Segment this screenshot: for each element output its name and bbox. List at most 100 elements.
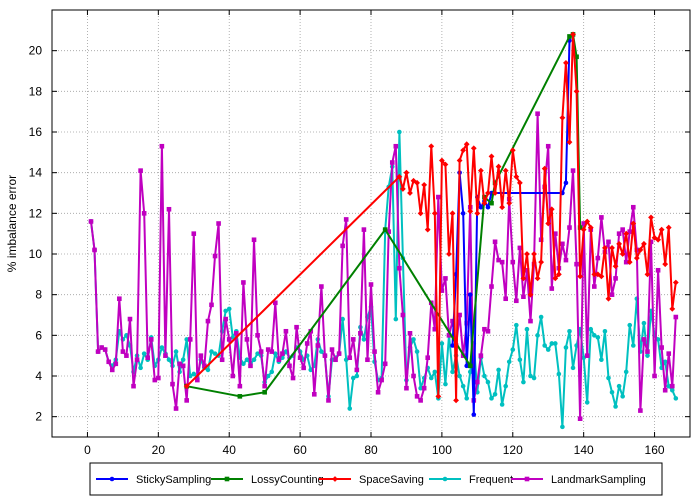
- data-point-spacesaving: [488, 153, 495, 160]
- data-point-landmarksampling: [248, 363, 253, 369]
- data-point-frequent: [602, 328, 608, 334]
- data-point-spacesaving: [524, 251, 530, 257]
- grid: [52, 10, 690, 437]
- data-point-spacesaving: [548, 206, 555, 213]
- data-point-landmarksampling: [212, 253, 218, 259]
- data-point-frequent: [581, 355, 586, 361]
- data-point-landmarksampling: [276, 357, 282, 363]
- data-point-landmarksampling: [485, 328, 491, 334]
- data-point-landmarksampling: [258, 349, 264, 354]
- data-point-spacesaving: [421, 181, 428, 188]
- data-point-frequent: [563, 345, 569, 350]
- data-point-landmarksampling: [124, 353, 129, 358]
- y-tick-label: 12: [29, 206, 43, 220]
- data-point-spacesaving: [541, 165, 548, 172]
- data-point-frequent: [460, 383, 466, 389]
- data-point-landmarksampling: [141, 211, 147, 216]
- data-point-frequent: [538, 314, 544, 320]
- x-tick-label: 120: [503, 443, 523, 457]
- legend-box: [89, 462, 663, 496]
- data-point-spacesaving: [460, 147, 467, 154]
- data-point-landmarksampling: [145, 355, 150, 360]
- data-point-stickysampling: [464, 363, 470, 369]
- data-point-frequent: [556, 371, 562, 377]
- data-point-spacesaving: [563, 59, 569, 66]
- data-point-frequent: [499, 402, 505, 407]
- data-point-lossycounting: [382, 227, 388, 232]
- data-point-landmarksampling: [386, 229, 392, 234]
- data-point-lossycounting: [262, 389, 267, 395]
- data-point-landmarksampling: [673, 314, 679, 320]
- data-point-spacesaving: [527, 291, 534, 298]
- data-point-landmarksampling: [400, 312, 406, 318]
- data-point-landmarksampling: [669, 383, 675, 389]
- data-point-frequent: [514, 322, 519, 328]
- data-point-frequent: [439, 341, 445, 346]
- data-point-frequent: [666, 383, 672, 389]
- data-point-spacesaving: [577, 273, 584, 280]
- data-point-landmarksampling: [450, 318, 455, 324]
- data-point-spacesaving: [531, 251, 537, 257]
- x-tick-label: 160: [645, 443, 665, 457]
- data-point-landmarksampling: [120, 349, 126, 354]
- data-point-landmarksampling: [148, 337, 154, 342]
- legend-label: LandmarkSampling: [551, 474, 646, 486]
- data-point-landmarksampling: [393, 143, 399, 149]
- data-point-landmarksampling: [333, 357, 338, 363]
- data-point-landmarksampling: [106, 359, 112, 365]
- data-point-spacesaving: [474, 210, 481, 217]
- data-point-frequent: [645, 353, 650, 358]
- data-point-landmarksampling: [156, 375, 161, 381]
- data-point-spacesaving: [407, 190, 413, 196]
- data-point-frequent: [443, 381, 448, 387]
- data-point-landmarksampling: [361, 227, 367, 232]
- data-point-spacesaving: [417, 210, 424, 217]
- data-point-spacesaving: [506, 200, 513, 207]
- data-point-landmarksampling: [641, 337, 647, 342]
- data-point-spacesaving: [545, 220, 552, 227]
- data-point-landmarksampling: [379, 377, 384, 383]
- data-point-landmarksampling: [273, 300, 278, 306]
- data-point-landmarksampling: [202, 363, 207, 369]
- data-point-frequent: [669, 387, 675, 393]
- data-point-frequent: [467, 369, 473, 375]
- data-point-lossycounting: [567, 34, 572, 39]
- data-point-landmarksampling: [350, 337, 356, 342]
- x-tick-label: 20: [152, 443, 166, 457]
- data-point-frequent: [517, 357, 523, 363]
- data-point-frequent: [503, 383, 508, 389]
- legend-label: StickySampling: [136, 474, 211, 486]
- data-point-landmarksampling: [655, 267, 661, 273]
- data-point-frequent: [630, 343, 636, 348]
- data-point-landmarksampling: [262, 383, 267, 389]
- data-point-landmarksampling: [648, 239, 654, 245]
- data-point-landmarksampling: [606, 239, 611, 245]
- data-point-frequent: [251, 357, 257, 363]
- data-point-frequent: [567, 328, 572, 334]
- data-point-spacesaving: [520, 275, 527, 282]
- data-point-frequent: [542, 343, 547, 348]
- data-point-landmarksampling: [219, 357, 225, 363]
- data-point-landmarksampling: [616, 231, 622, 236]
- data-point-landmarksampling: [492, 239, 498, 245]
- data-point-landmarksampling: [177, 361, 182, 367]
- y-tick-label: 10: [29, 247, 43, 261]
- data-point-frequent: [606, 375, 611, 381]
- data-point-frequent: [418, 385, 423, 391]
- data-point-spacesaving: [516, 179, 523, 186]
- data-point-frequent: [531, 375, 537, 381]
- data-point-landmarksampling: [269, 349, 275, 354]
- data-point-landmarksampling: [336, 351, 342, 356]
- data-point-landmarksampling: [666, 351, 672, 356]
- data-point-landmarksampling: [365, 357, 370, 363]
- data-point-spacesaving: [538, 259, 545, 266]
- data-point-spacesaving: [552, 275, 559, 282]
- legend-label: SpaceSaving: [359, 474, 424, 486]
- data-point-frequent: [159, 345, 165, 350]
- data-point-spacesaving: [183, 383, 190, 390]
- data-point-landmarksampling: [138, 168, 143, 173]
- data-point-spacesaving: [396, 173, 403, 180]
- x-tick-label: 140: [574, 443, 594, 457]
- data-point-frequent: [553, 341, 558, 346]
- data-point-spacesaving: [492, 190, 498, 196]
